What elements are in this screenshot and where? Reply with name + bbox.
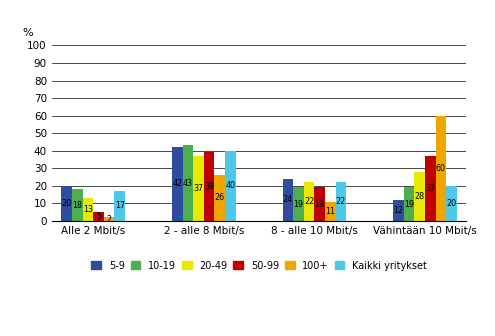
Bar	[183, 145, 193, 221]
Text: 60: 60	[436, 164, 446, 173]
Text: 2: 2	[106, 215, 112, 223]
Text: 19: 19	[315, 200, 325, 209]
Text: 19: 19	[404, 200, 414, 209]
Bar	[172, 147, 183, 221]
Text: 24: 24	[283, 195, 293, 204]
Bar	[446, 186, 457, 221]
Bar	[204, 153, 214, 221]
Text: 28: 28	[415, 192, 425, 201]
Text: 39: 39	[204, 182, 214, 191]
Bar	[104, 217, 114, 221]
Text: 43: 43	[183, 179, 193, 187]
Bar	[425, 156, 436, 221]
Bar	[304, 182, 314, 221]
Bar	[61, 186, 72, 221]
Text: 11: 11	[325, 207, 335, 216]
Bar	[93, 212, 104, 221]
Bar	[83, 198, 93, 221]
Bar	[336, 182, 346, 221]
Text: 40: 40	[225, 181, 235, 190]
Bar	[314, 187, 325, 221]
Bar	[283, 179, 293, 221]
Text: 22: 22	[304, 197, 314, 206]
Text: 22: 22	[336, 197, 346, 206]
Bar	[214, 175, 225, 221]
Bar	[414, 172, 425, 221]
Legend: 5-9, 10-19, 20-49, 50-99, 100+, Kaikki yritykset: 5-9, 10-19, 20-49, 50-99, 100+, Kaikki y…	[92, 261, 427, 271]
Bar	[404, 187, 414, 221]
Text: 37: 37	[425, 184, 436, 193]
Text: 5: 5	[96, 212, 101, 221]
Bar	[293, 187, 304, 221]
Bar	[393, 200, 404, 221]
Text: 13: 13	[83, 205, 93, 214]
Bar	[72, 189, 83, 221]
Text: 12: 12	[394, 206, 403, 215]
Text: 42: 42	[172, 179, 182, 188]
Text: 20: 20	[62, 199, 72, 208]
Text: 20: 20	[446, 199, 456, 208]
Text: %: %	[23, 29, 33, 38]
Text: 37: 37	[194, 184, 203, 193]
Bar	[325, 202, 336, 221]
Text: 26: 26	[215, 194, 225, 203]
Bar	[225, 151, 236, 221]
Bar	[436, 116, 446, 221]
Bar	[114, 191, 125, 221]
Bar	[193, 156, 204, 221]
Text: 19: 19	[294, 200, 303, 209]
Text: 17: 17	[115, 201, 125, 210]
Text: 18: 18	[72, 201, 82, 210]
